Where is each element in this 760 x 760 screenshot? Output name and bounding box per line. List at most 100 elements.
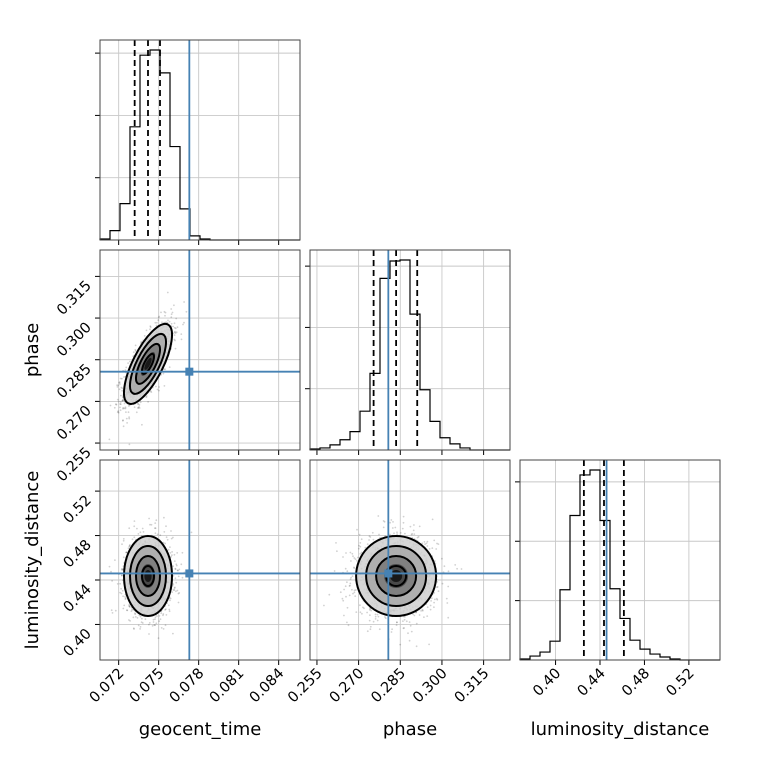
sample-point — [423, 616, 425, 619]
sample-point — [408, 639, 411, 642]
sample-point — [173, 587, 176, 590]
sample-point — [155, 324, 158, 327]
sample-point — [168, 608, 171, 611]
sample-point — [137, 403, 140, 406]
sample-point — [174, 330, 176, 333]
x-tick-label: 0.075 — [127, 666, 168, 707]
sample-point — [116, 398, 119, 401]
sample-point — [115, 403, 117, 406]
sample-point — [431, 547, 434, 549]
sample-point — [369, 628, 372, 631]
sample-point — [389, 533, 391, 536]
y-tick-label: 0.270 — [54, 403, 95, 444]
sample-point — [433, 592, 436, 594]
sample-point — [138, 404, 141, 406]
sample-point — [156, 615, 158, 617]
contour-line — [141, 352, 155, 375]
sample-point — [190, 531, 193, 534]
sample-point — [171, 554, 173, 556]
sample-point — [145, 395, 148, 397]
sample-point — [392, 521, 394, 523]
sample-point — [124, 369, 127, 371]
sample-point — [160, 311, 162, 314]
sample-point — [345, 552, 347, 554]
sample-point — [445, 597, 448, 600]
sample-point — [341, 597, 344, 600]
sample-point — [456, 567, 458, 570]
sample-point — [433, 606, 435, 609]
sample-point — [176, 552, 179, 554]
sample-point — [371, 531, 374, 534]
sample-point — [417, 535, 420, 538]
sample-point — [426, 615, 429, 617]
sample-point — [390, 631, 393, 633]
sample-point — [168, 366, 171, 368]
sample-point — [180, 338, 183, 341]
sample-point — [358, 544, 360, 547]
sample-point — [116, 583, 119, 585]
sample-point — [121, 389, 124, 392]
sample-point — [134, 613, 137, 616]
sample-point — [349, 578, 352, 580]
sample-point — [127, 619, 130, 621]
sample-point — [116, 386, 119, 388]
sample-point — [122, 407, 124, 410]
sample-point — [359, 545, 362, 548]
sample-point — [139, 615, 142, 618]
sample-point — [119, 383, 121, 385]
sample-point — [128, 404, 131, 407]
sample-point — [408, 621, 411, 623]
sample-point — [118, 381, 121, 383]
sample-point — [435, 548, 438, 550]
sample-point — [127, 547, 130, 550]
sample-point — [359, 604, 361, 607]
sample-point — [154, 527, 157, 530]
sample-point — [119, 409, 122, 412]
sample-point — [116, 411, 119, 413]
sample-point — [119, 403, 121, 405]
sample-point — [117, 400, 120, 403]
sample-point — [108, 565, 111, 568]
sample-point — [124, 406, 127, 409]
sample-point — [344, 585, 347, 588]
sample-point — [396, 621, 398, 624]
sample-point — [173, 331, 176, 334]
sample-point — [443, 565, 446, 568]
sample-point — [129, 360, 131, 363]
sample-point — [393, 532, 395, 535]
sample-point — [167, 604, 170, 607]
sample-point — [134, 348, 137, 351]
x-tick-label: 0.072 — [87, 666, 128, 707]
sample-point — [163, 516, 165, 519]
sample-point — [352, 555, 354, 558]
sample-point — [436, 581, 439, 583]
contour-line — [129, 332, 168, 395]
sample-point — [122, 538, 125, 540]
sample-point — [391, 527, 394, 529]
sample-point — [181, 576, 184, 579]
sample-point — [436, 586, 438, 589]
sample-point — [131, 608, 134, 611]
sample-point — [409, 624, 412, 627]
panel-frame — [519, 459, 721, 661]
sample-point — [351, 552, 354, 555]
sample-point — [372, 620, 375, 623]
sample-point — [433, 539, 436, 542]
sample-point — [137, 624, 140, 627]
sample-point — [133, 406, 136, 409]
sample-point — [164, 624, 167, 627]
sample-point — [155, 622, 158, 625]
sample-point — [412, 613, 414, 616]
sample-point — [382, 526, 385, 529]
sample-point — [355, 611, 358, 613]
sample-point — [416, 536, 419, 539]
sample-point — [181, 551, 184, 554]
sample-point — [437, 590, 440, 593]
sample-point — [430, 597, 433, 600]
sample-point — [426, 606, 429, 609]
sample-point — [169, 599, 171, 602]
y-tick-label: 0.285 — [54, 361, 95, 402]
sample-point — [149, 326, 152, 329]
sample-point — [384, 616, 386, 618]
sample-point — [173, 326, 176, 329]
